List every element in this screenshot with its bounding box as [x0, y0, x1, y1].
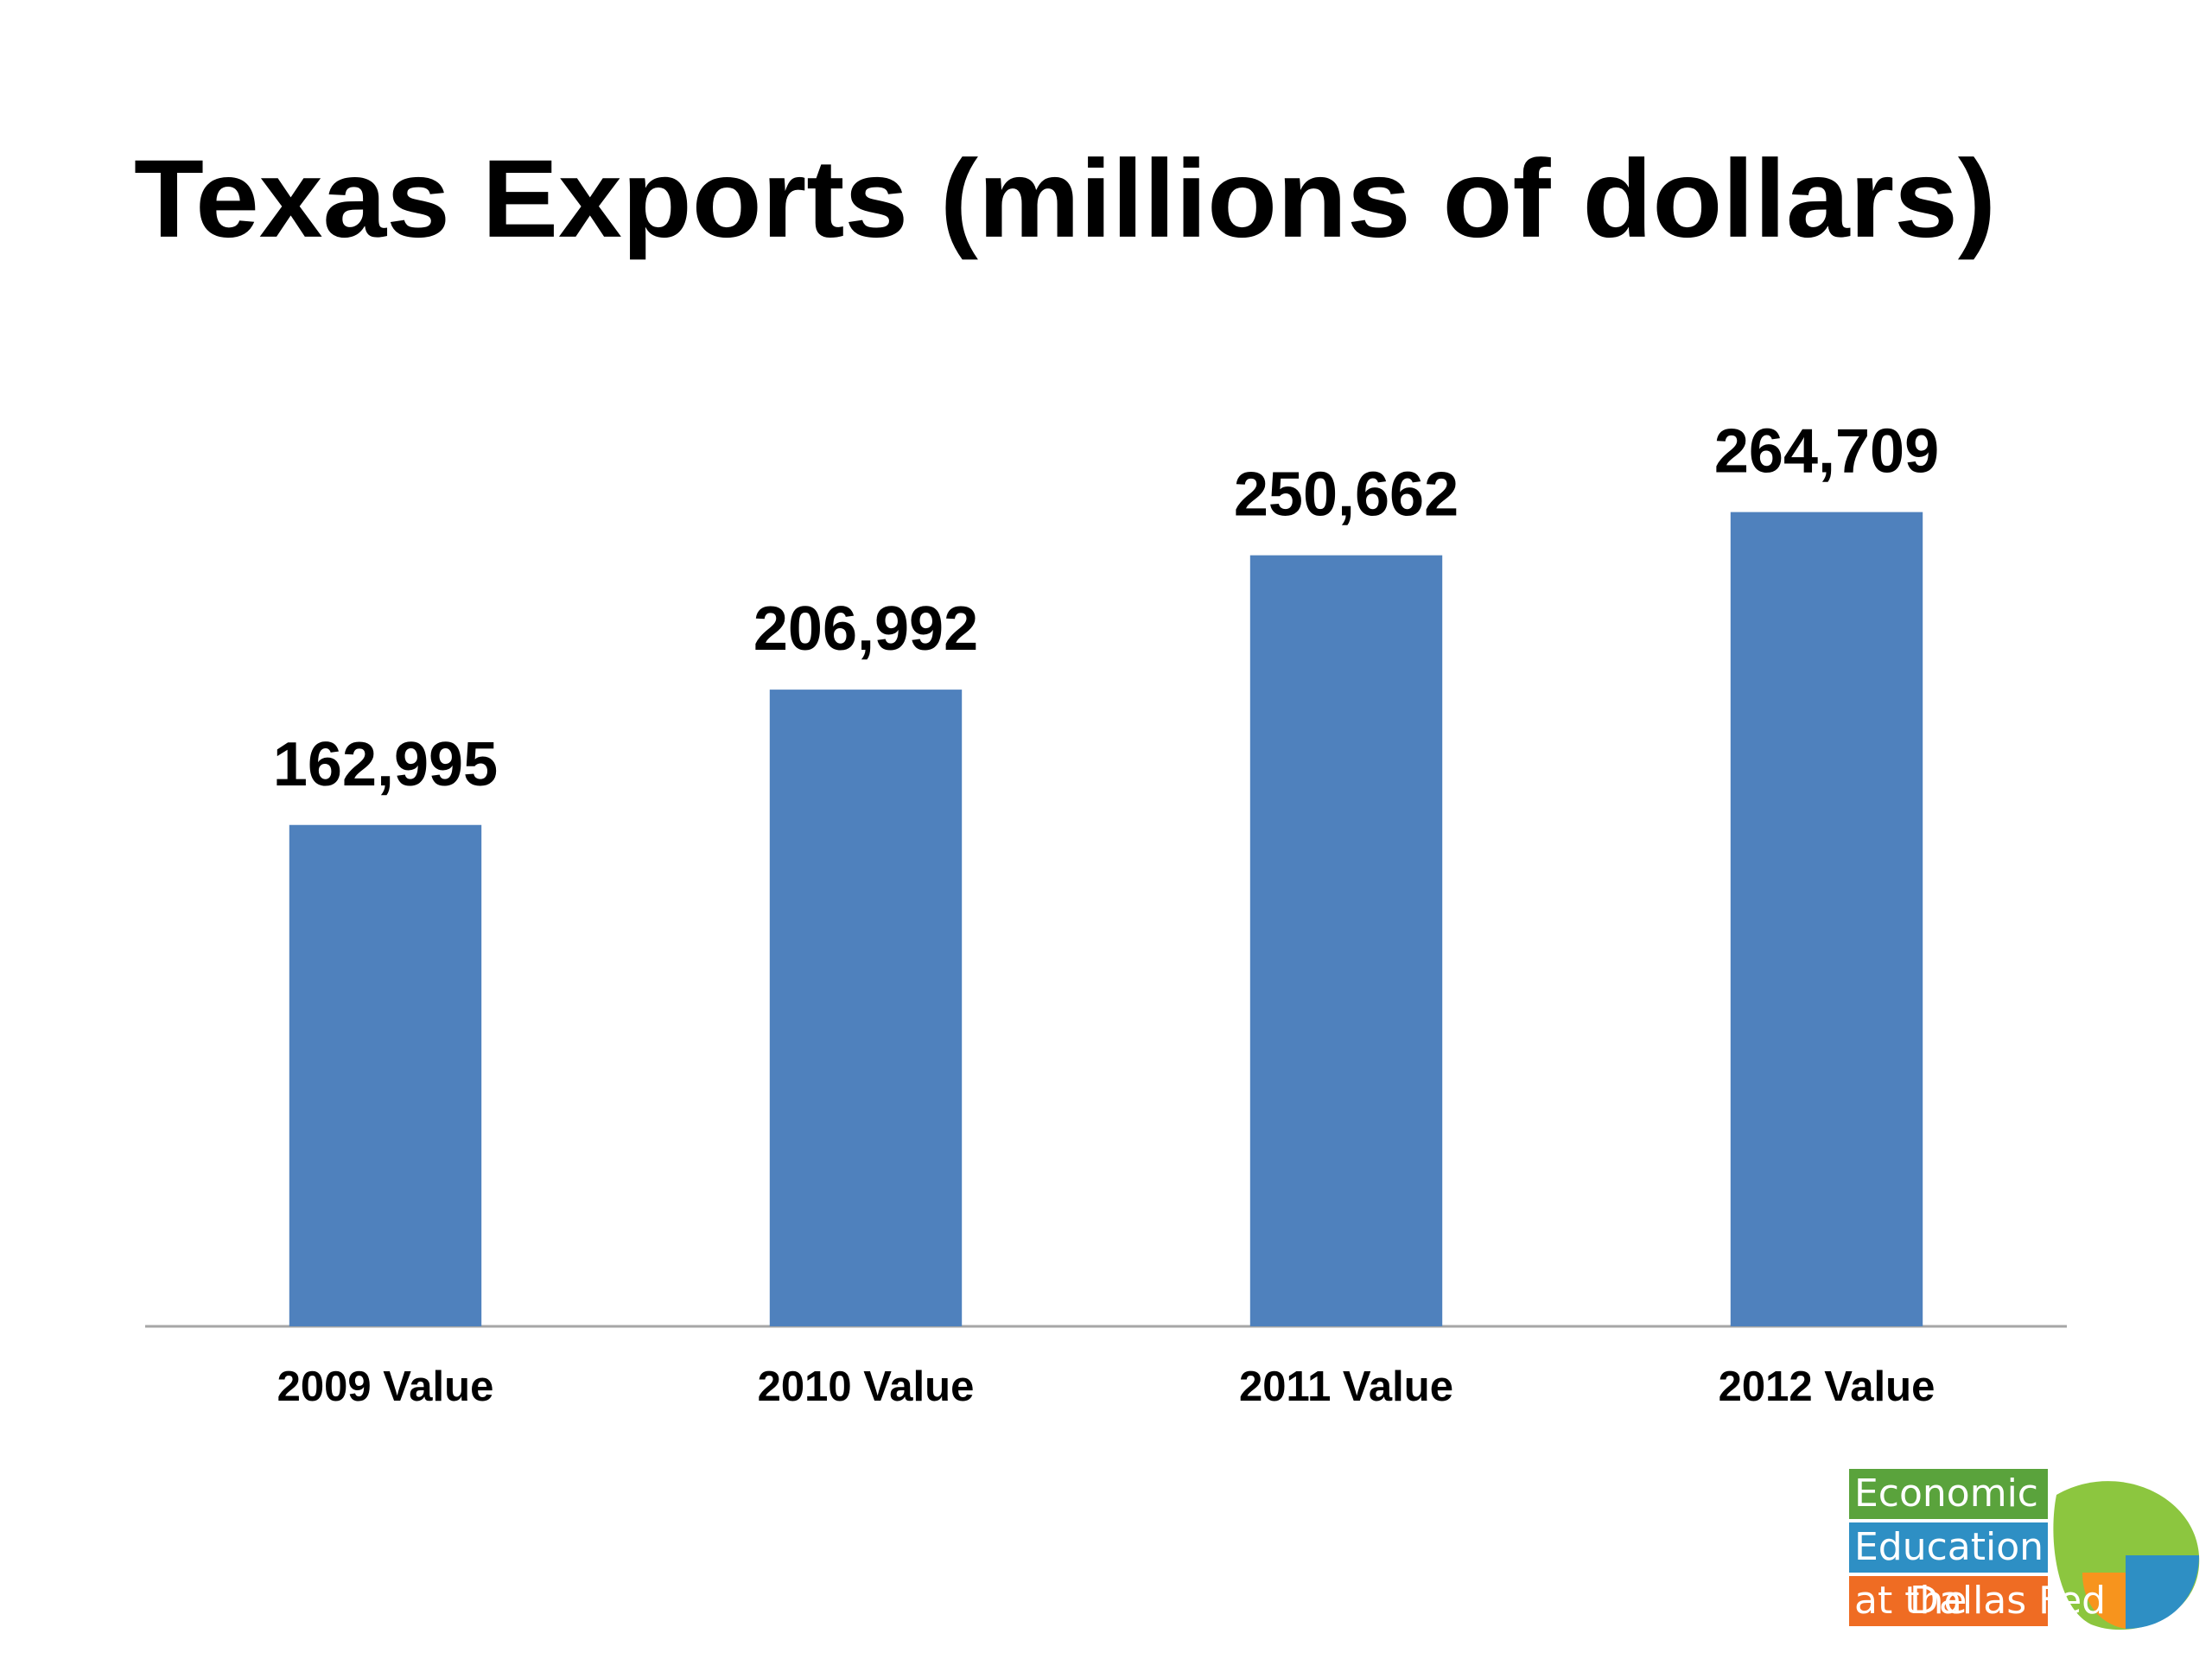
- x-tick-label: 2012 Value: [1719, 1363, 1936, 1410]
- logo-text: Education: [1854, 1525, 2044, 1569]
- x-tick-label: 2009 Value: [277, 1363, 494, 1410]
- bar: [1730, 512, 1923, 1326]
- bar: [769, 690, 963, 1326]
- value-label: 264,709: [1714, 417, 1939, 486]
- logo-apple: [2126, 1555, 2199, 1629]
- x-tick-label: 2011 Value: [1239, 1363, 1453, 1410]
- logo-band: [1849, 1576, 2048, 1626]
- logo-apple: [2082, 1573, 2126, 1629]
- x-tick-label: 2010 Value: [758, 1363, 975, 1410]
- logo-band: [1849, 1469, 2048, 1519]
- logo-text: at the: [1854, 1579, 1967, 1623]
- value-label: 162,995: [273, 730, 498, 799]
- value-label: 206,992: [753, 594, 978, 664]
- logo-text: Dallas Fed: [1910, 1579, 2106, 1623]
- chart-title: Texas Exports (millions of dollars): [134, 137, 1996, 261]
- bar: [1249, 555, 1443, 1326]
- bar: [289, 824, 482, 1326]
- logo-text: Economic: [1854, 1471, 2038, 1516]
- logo: Economic Education at the Dallas Fed: [1849, 1469, 2200, 1630]
- value-label: 250,662: [1234, 461, 1459, 530]
- logo-band: [1849, 1522, 2048, 1573]
